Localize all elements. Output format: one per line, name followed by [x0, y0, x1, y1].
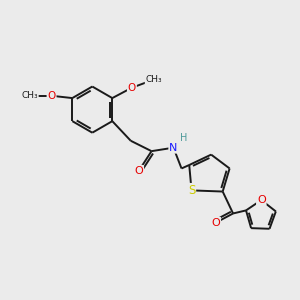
Text: N: N [169, 143, 178, 153]
Text: S: S [188, 184, 195, 197]
Text: O: O [47, 91, 56, 101]
Text: H: H [180, 133, 188, 143]
Text: O: O [212, 218, 220, 228]
Text: O: O [257, 195, 266, 205]
Text: O: O [128, 83, 136, 93]
Text: CH₃: CH₃ [21, 91, 38, 100]
Text: O: O [134, 166, 143, 176]
Text: CH₃: CH₃ [146, 75, 162, 84]
